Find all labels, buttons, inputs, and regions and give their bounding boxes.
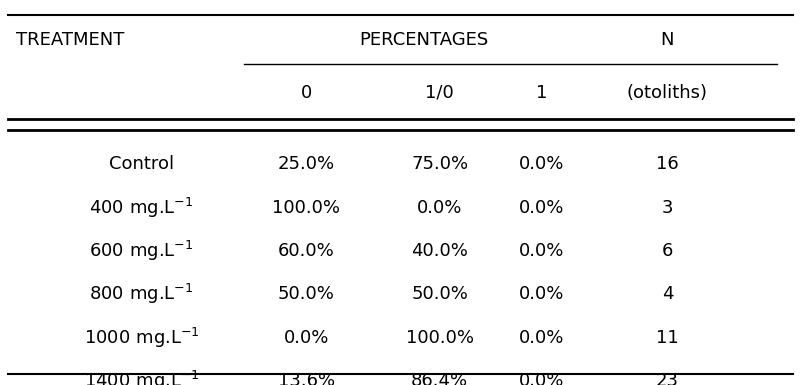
Text: 75.0%: 75.0% [411,155,469,173]
Text: 0.0%: 0.0% [284,329,329,347]
Text: 50.0%: 50.0% [411,285,469,303]
Text: 1000 mg.L$^{-1}$: 1000 mg.L$^{-1}$ [83,326,199,350]
Text: N: N [661,31,674,49]
Text: 0.0%: 0.0% [519,199,565,217]
Text: 25.0%: 25.0% [278,155,335,173]
Text: 0.0%: 0.0% [417,199,462,217]
Text: 11: 11 [656,329,678,347]
Text: (otoliths): (otoliths) [627,84,708,102]
Text: TREATMENT: TREATMENT [16,31,124,49]
Text: 86.4%: 86.4% [411,372,469,385]
Text: 3: 3 [662,199,673,217]
Text: 16: 16 [656,155,678,173]
Text: 400 mg.L$^{-1}$: 400 mg.L$^{-1}$ [89,196,194,219]
Text: 0.0%: 0.0% [519,242,565,260]
Text: 800 mg.L$^{-1}$: 800 mg.L$^{-1}$ [89,282,194,306]
Text: 0.0%: 0.0% [519,372,565,385]
Text: 100.0%: 100.0% [406,329,473,347]
Text: Control: Control [109,155,174,173]
Text: 1: 1 [536,84,548,102]
Text: 6: 6 [662,242,673,260]
Text: 50.0%: 50.0% [278,285,335,303]
Text: PERCENTAGES: PERCENTAGES [360,31,489,49]
Text: 23: 23 [656,372,679,385]
Text: 0.0%: 0.0% [519,285,565,303]
Text: 1/0: 1/0 [425,84,454,102]
Text: 0.0%: 0.0% [519,155,565,173]
Text: 600 mg.L$^{-1}$: 600 mg.L$^{-1}$ [89,239,194,263]
Text: 1400 mg.L$^{-1}$: 1400 mg.L$^{-1}$ [83,369,199,385]
Text: 0: 0 [300,84,312,102]
Text: 60.0%: 60.0% [278,242,335,260]
Text: 40.0%: 40.0% [411,242,469,260]
Text: 13.6%: 13.6% [278,372,335,385]
Text: 0.0%: 0.0% [519,329,565,347]
Text: 100.0%: 100.0% [272,199,340,217]
Text: 4: 4 [662,285,673,303]
